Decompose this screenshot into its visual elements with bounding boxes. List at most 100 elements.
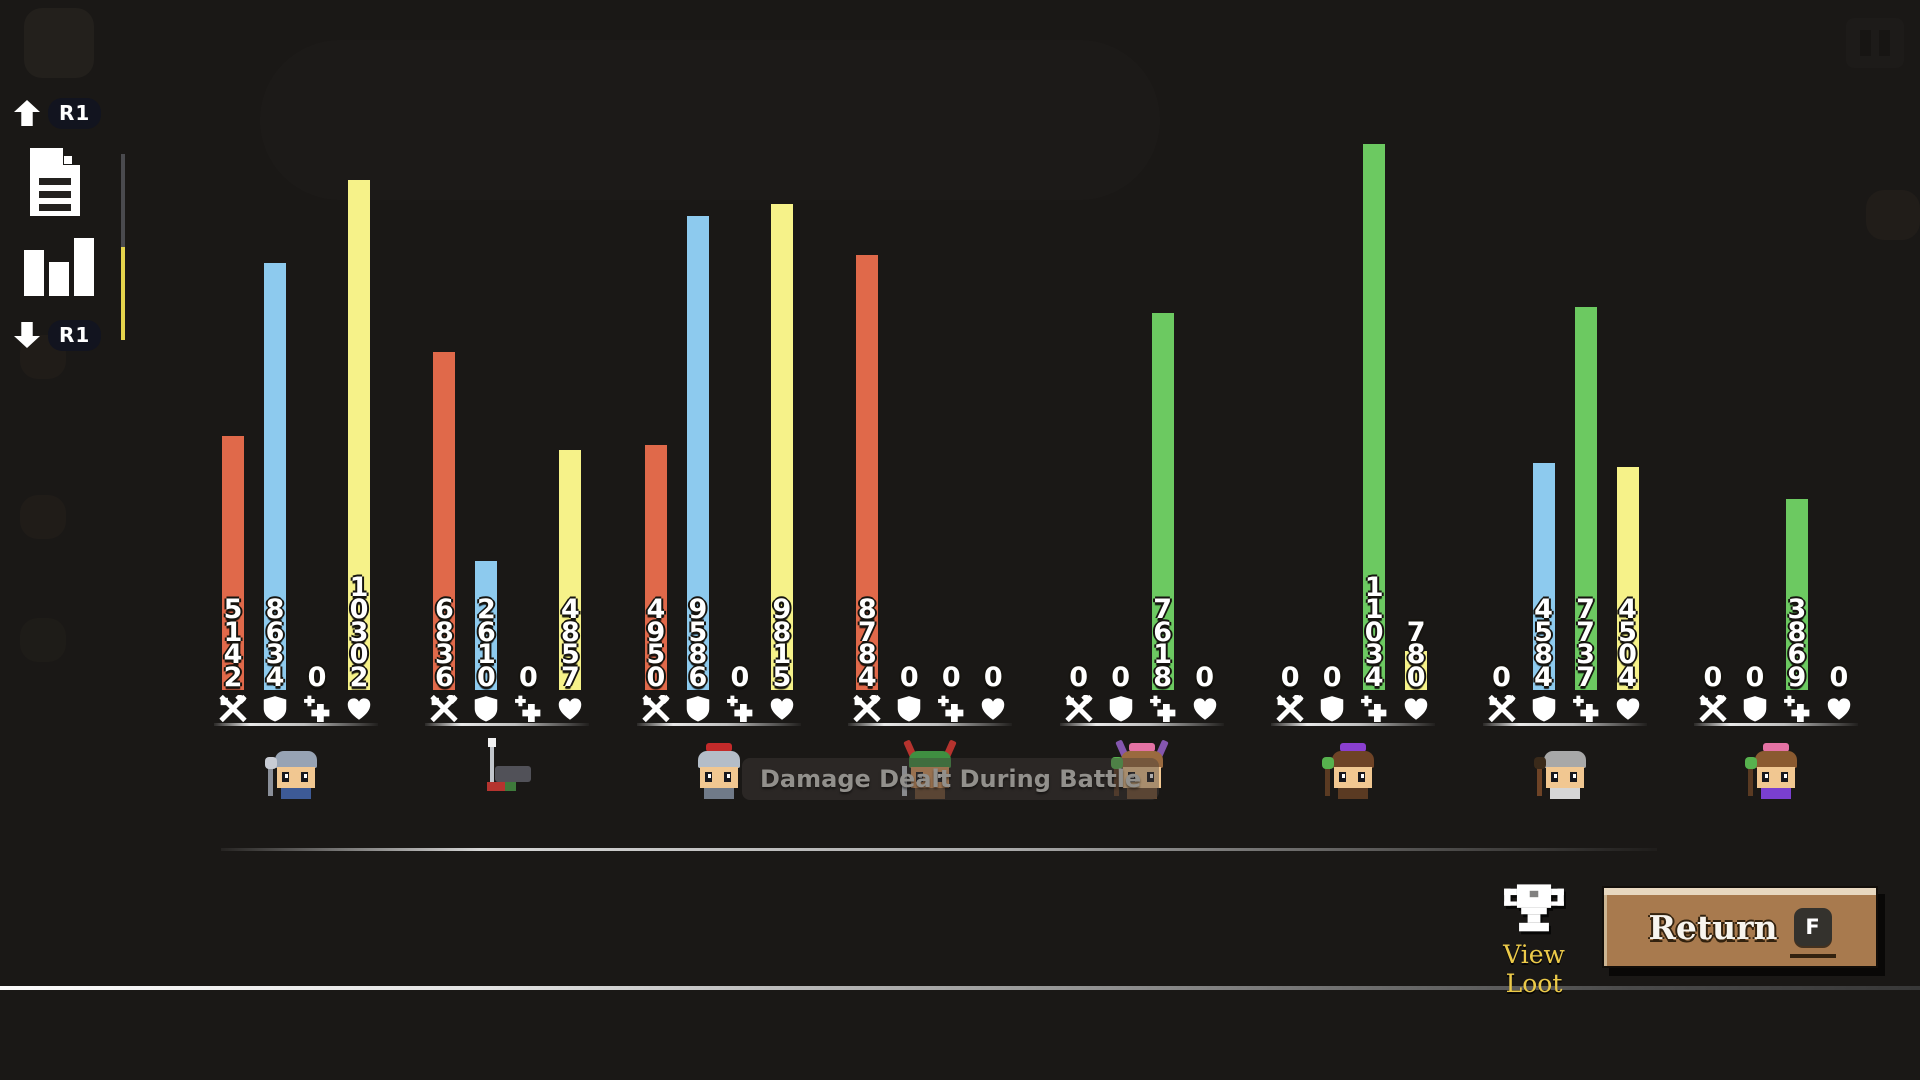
crossed-weapons-icon[interactable] (1699, 695, 1727, 722)
heart-icon[interactable] (1191, 695, 1218, 722)
bar-slot-damage-dealt[interactable]: 0 (1065, 120, 1093, 722)
shield-icon[interactable] (1107, 695, 1134, 722)
bar-slot-damage-blocked[interactable]: 0 (898, 120, 921, 722)
document-icon[interactable] (30, 148, 80, 216)
crossed-weapons-icon[interactable] (1276, 695, 1304, 722)
bar-damage-dealt[interactable] (856, 255, 879, 690)
character-sprite-antler-hood-ranger (900, 739, 960, 802)
crossed-weapons-icon[interactable] (853, 695, 881, 722)
bar-heart-stat[interactable] (1616, 467, 1639, 690)
heal-cross-icon[interactable] (515, 695, 542, 722)
crossed-weapons-icon[interactable] (219, 695, 247, 722)
page-up-control[interactable]: R1 (14, 96, 134, 130)
bar-slot-damage-dealt[interactable]: 0 (1488, 120, 1516, 722)
heart-icon[interactable] (346, 695, 373, 722)
view-loot-label: View Loot (1503, 940, 1565, 998)
bar-slot-damage-blocked[interactable]: 0 (1743, 120, 1767, 722)
shield-icon[interactable] (896, 695, 923, 722)
heal-cross-icon[interactable] (1361, 695, 1388, 722)
bar-damage-dealt[interactable] (644, 445, 667, 690)
bar-healing-done[interactable] (1363, 144, 1386, 690)
bar-heart-stat[interactable] (770, 204, 793, 690)
bar-healing-done[interactable] (1574, 307, 1597, 690)
bar-slot-damage-blocked[interactable]: 0 (1109, 120, 1132, 722)
bar-slot-heart-stat[interactable]: 0 (1827, 120, 1851, 720)
return-button[interactable]: Return F (1602, 886, 1878, 968)
bar-heart-stat[interactable] (1405, 651, 1428, 690)
bar-damage-dealt[interactable] (433, 352, 456, 690)
bar-damage-blocked[interactable] (1532, 463, 1555, 690)
bar-heart-stat[interactable] (348, 180, 370, 690)
shield-icon[interactable] (262, 695, 289, 722)
heart-icon[interactable] (1825, 695, 1852, 722)
view-loot-button[interactable]: View Loot (1474, 882, 1594, 998)
shield-icon[interactable] (684, 695, 711, 722)
crossed-weapons-icon[interactable] (642, 695, 670, 722)
heart-icon[interactable] (557, 695, 584, 722)
shield-icon[interactable] (1741, 695, 1768, 722)
bar-value-label: 0 (1322, 661, 1342, 693)
bar-healing-done[interactable] (1785, 499, 1808, 690)
heart-icon[interactable] (1614, 695, 1641, 722)
shield-icon[interactable] (1530, 695, 1557, 722)
heal-cross-icon[interactable] (1783, 695, 1810, 722)
pause-icon (1879, 30, 1890, 56)
crossed-weapons-icon[interactable] (430, 695, 458, 722)
heart-icon[interactable] (1403, 695, 1430, 722)
heal-cross-icon[interactable] (304, 695, 331, 722)
bar-slot-damage-blocked[interactable]: 0 (1320, 120, 1344, 722)
crossed-weapons-icon[interactable] (1065, 695, 1093, 722)
bar-slot-healing-done[interactable]: 0 (938, 120, 964, 722)
bar-slot-healing-done[interactable]: 0 (304, 120, 330, 722)
bar-damage-blocked[interactable] (475, 561, 498, 690)
bar-slot-heart-stat[interactable]: 0 (982, 120, 1005, 720)
heal-cross-icon[interactable] (1572, 695, 1599, 722)
chart-icon-bar (49, 262, 69, 296)
shield-icon[interactable] (473, 695, 500, 722)
trophy-icon (1504, 884, 1564, 932)
bar-healing-done[interactable] (1151, 313, 1174, 690)
page-down-control[interactable]: R1 (14, 318, 134, 352)
bar-slot-heart-stat[interactable]: 0 (1193, 120, 1216, 720)
arrow-up-icon (14, 100, 40, 126)
heart-icon[interactable] (768, 695, 795, 722)
pause-button[interactable] (1846, 18, 1904, 68)
heal-cross-icon[interactable] (726, 695, 753, 722)
bar-chart-icon[interactable] (22, 230, 98, 296)
bar-slot-damage-dealt[interactable]: 0 (1699, 120, 1727, 722)
bar-damage-blocked[interactable] (686, 216, 709, 690)
crossed-weapons-icon[interactable] (1488, 695, 1516, 722)
bar-slot-damage-dealt[interactable]: 0 (1276, 120, 1304, 722)
bar-slot-healing-done[interactable]: 0 (515, 120, 541, 722)
bar-slot-healing-done[interactable]: 0 (726, 120, 753, 722)
bar-damage-blocked[interactable] (264, 263, 286, 690)
heal-cross-icon[interactable] (1149, 695, 1176, 722)
bar-damage-dealt[interactable] (222, 436, 244, 690)
heal-cross-icon[interactable] (938, 695, 965, 722)
shield-icon[interactable] (1319, 695, 1346, 722)
bar-heart-stat[interactable] (559, 450, 582, 690)
heart-icon[interactable] (980, 695, 1007, 722)
